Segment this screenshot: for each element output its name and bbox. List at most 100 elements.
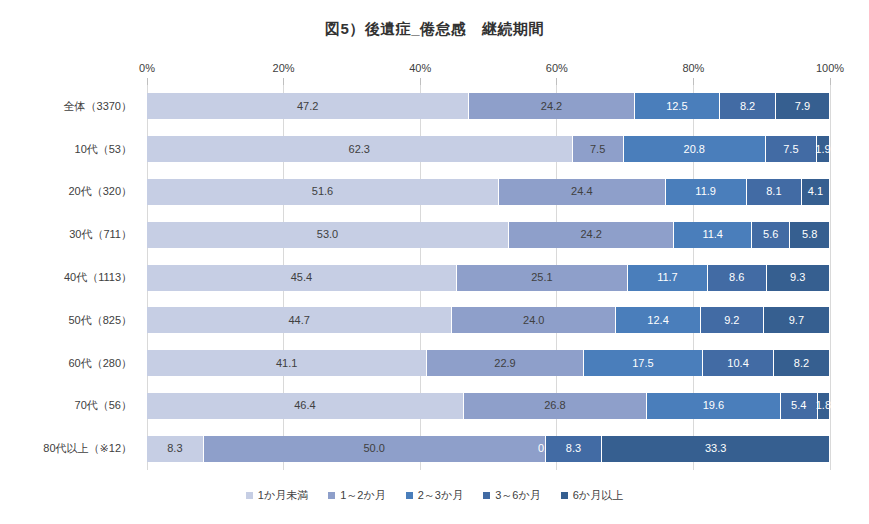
bar-segment: 4.1 [802, 179, 830, 205]
bar-segment: 11.9 [666, 179, 747, 205]
bar-segment: 22.9 [427, 350, 583, 376]
x-tick-label: 60% [546, 62, 568, 74]
bar-value-label: 11.9 [695, 186, 716, 197]
bar-segment: 24.2 [509, 222, 674, 248]
category-label: 60代（280） [0, 342, 140, 385]
legend: 1か月未満1～2か月2～3か月3～6か月6か月以上 [0, 488, 869, 503]
x-tick-mark [556, 78, 557, 85]
chart-container: 図5）後遺症_倦怠感 継続期間 0%20%40%60%80%100% 47.22… [0, 0, 869, 524]
bar-value-label: 53.0 [317, 229, 338, 240]
bar-segment: 9.3 [767, 265, 830, 291]
bar-segment: 8.6 [708, 265, 767, 291]
bar-value-label: 25.1 [531, 272, 552, 283]
bar-value-label: 8.2 [794, 358, 809, 369]
stacked-bar: 45.4 25.1 11.7 8.6 9.3 [147, 265, 830, 291]
bar-value-label: 8.3 [167, 443, 182, 454]
bar-value-label: 24.4 [571, 186, 592, 197]
x-axis-tick-marks [147, 78, 830, 85]
stacked-bar: 44.724.012.49.29.7 [147, 307, 830, 333]
bar-segment: 62.3 [147, 136, 573, 162]
x-tick-mark [420, 78, 421, 85]
y-axis: 全体（3370）10代（53）20代（320）30代（711）40代（1113）… [0, 85, 140, 470]
category-label: 40代（1113） [0, 256, 140, 299]
bar-segment: 46.4 [147, 393, 464, 419]
bar-value-label: 7.9 [795, 101, 810, 112]
legend-item: 3～6か月 [483, 488, 541, 503]
bar-segment: 8.3 [546, 436, 603, 462]
bar-segment: 10.4 [703, 350, 774, 376]
bar-segment: 17.5 [584, 350, 703, 376]
bar-segment: 7.9 [776, 93, 830, 119]
bar-segment: 44.7 [147, 307, 452, 333]
stacked-bar: 47.224.212.58.27.9 [147, 93, 830, 119]
bar-value-label: 7.5 [783, 144, 798, 155]
bar-segment: 5.6 [752, 222, 790, 248]
bar-value-label: 33.3 [705, 443, 726, 454]
category-label: 50代（825） [0, 299, 140, 342]
bar-segment: 26.8 [464, 393, 647, 419]
legend-item: 1～2か月 [328, 488, 386, 503]
bar-segment: 8.2 [774, 350, 830, 376]
bar-value-label: 1.8 [816, 400, 831, 411]
bar-value-label: 46.4 [294, 400, 315, 411]
x-tick-mark [693, 78, 694, 85]
legend-swatch [483, 492, 490, 499]
legend-label: 2～3か月 [418, 488, 464, 503]
bar-value-label: 8.1 [766, 186, 781, 197]
bar-segment: 1.8 [818, 393, 830, 419]
bar-segment: 24.2 [469, 93, 634, 119]
bar-value-label: 11.7 [657, 272, 678, 283]
bar-value-label: 5.4 [791, 400, 806, 411]
bar-value-label: 22.9 [494, 358, 515, 369]
category-label: 80代以上（※12） [0, 427, 140, 470]
bar-segment: 5.8 [790, 222, 830, 248]
bar-segment: 1.9 [817, 136, 830, 162]
bar-value-label: 9.3 [790, 272, 805, 283]
category-label: 20代（320） [0, 171, 140, 214]
legend-label: 3～6か月 [495, 488, 541, 503]
bar-segment: 45.4 [147, 265, 457, 291]
category-label: 70代（56） [0, 384, 140, 427]
stacked-bar: 46.4 26.8 19.6 5.4 1.8 [147, 393, 830, 419]
bar-value-label: 8.2 [740, 101, 755, 112]
bar-segment: 50.0 [204, 436, 546, 462]
bar-value-label: 51.6 [312, 186, 333, 197]
bar-segment: 19.6 [647, 393, 781, 419]
stacked-bar: 41.1 22.9 17.5 10.4 8.2 [147, 350, 830, 376]
bar-row: 41.1 22.9 17.5 10.4 8.2 [147, 342, 830, 385]
bar-value-label: 9.2 [724, 315, 739, 326]
legend-item: 2～3か月 [406, 488, 464, 503]
x-tick-label: 20% [273, 62, 295, 74]
legend-swatch [328, 492, 335, 499]
bar-value-label: 24.0 [523, 315, 544, 326]
stacked-bar: 53.0 24.211.4 5.6 5.8 [147, 222, 830, 248]
bar-segment: 51.6 [147, 179, 499, 205]
bars-layer: 47.224.212.58.27.962.37.520.87.51.951.62… [147, 85, 830, 470]
bar-value-label: 8.6 [729, 272, 744, 283]
bar-segment: 24.4 [499, 179, 665, 205]
bar-segment: 33.3 [602, 436, 830, 462]
bar-value-label: 19.6 [703, 400, 724, 411]
bar-value-label: 8.3 [566, 443, 581, 454]
bar-row: 51.6 24.4 11.9 8.1 4.1 [147, 171, 830, 214]
bar-segment: 9.7 [764, 307, 830, 333]
bar-segment: 11.4 [674, 222, 752, 248]
bar-segment: 20.8 [624, 136, 766, 162]
bar-value-label: 5.6 [763, 229, 778, 240]
bar-value-label: 10.4 [727, 358, 748, 369]
bar-value-label: 44.7 [288, 315, 309, 326]
legend-label: 1～2か月 [340, 488, 386, 503]
stacked-bar: 8.350.00.08.333.3 [147, 436, 830, 462]
x-tick-label: 100% [816, 62, 844, 74]
legend-label: 6か月以上 [573, 488, 623, 503]
category-label: 10代（53） [0, 128, 140, 171]
bar-value-label: 26.8 [544, 400, 565, 411]
bar-row: 53.0 24.211.4 5.6 5.8 [147, 213, 830, 256]
bar-row: 45.4 25.1 11.7 8.6 9.3 [147, 256, 830, 299]
bar-segment: 12.5 [635, 93, 720, 119]
bar-row: 47.224.212.58.27.9 [147, 85, 830, 128]
bar-segment: 8.3 [147, 436, 204, 462]
bar-segment: 41.1 [147, 350, 427, 376]
category-label: 30代（711） [0, 213, 140, 256]
bar-segment: 5.4 [781, 393, 818, 419]
